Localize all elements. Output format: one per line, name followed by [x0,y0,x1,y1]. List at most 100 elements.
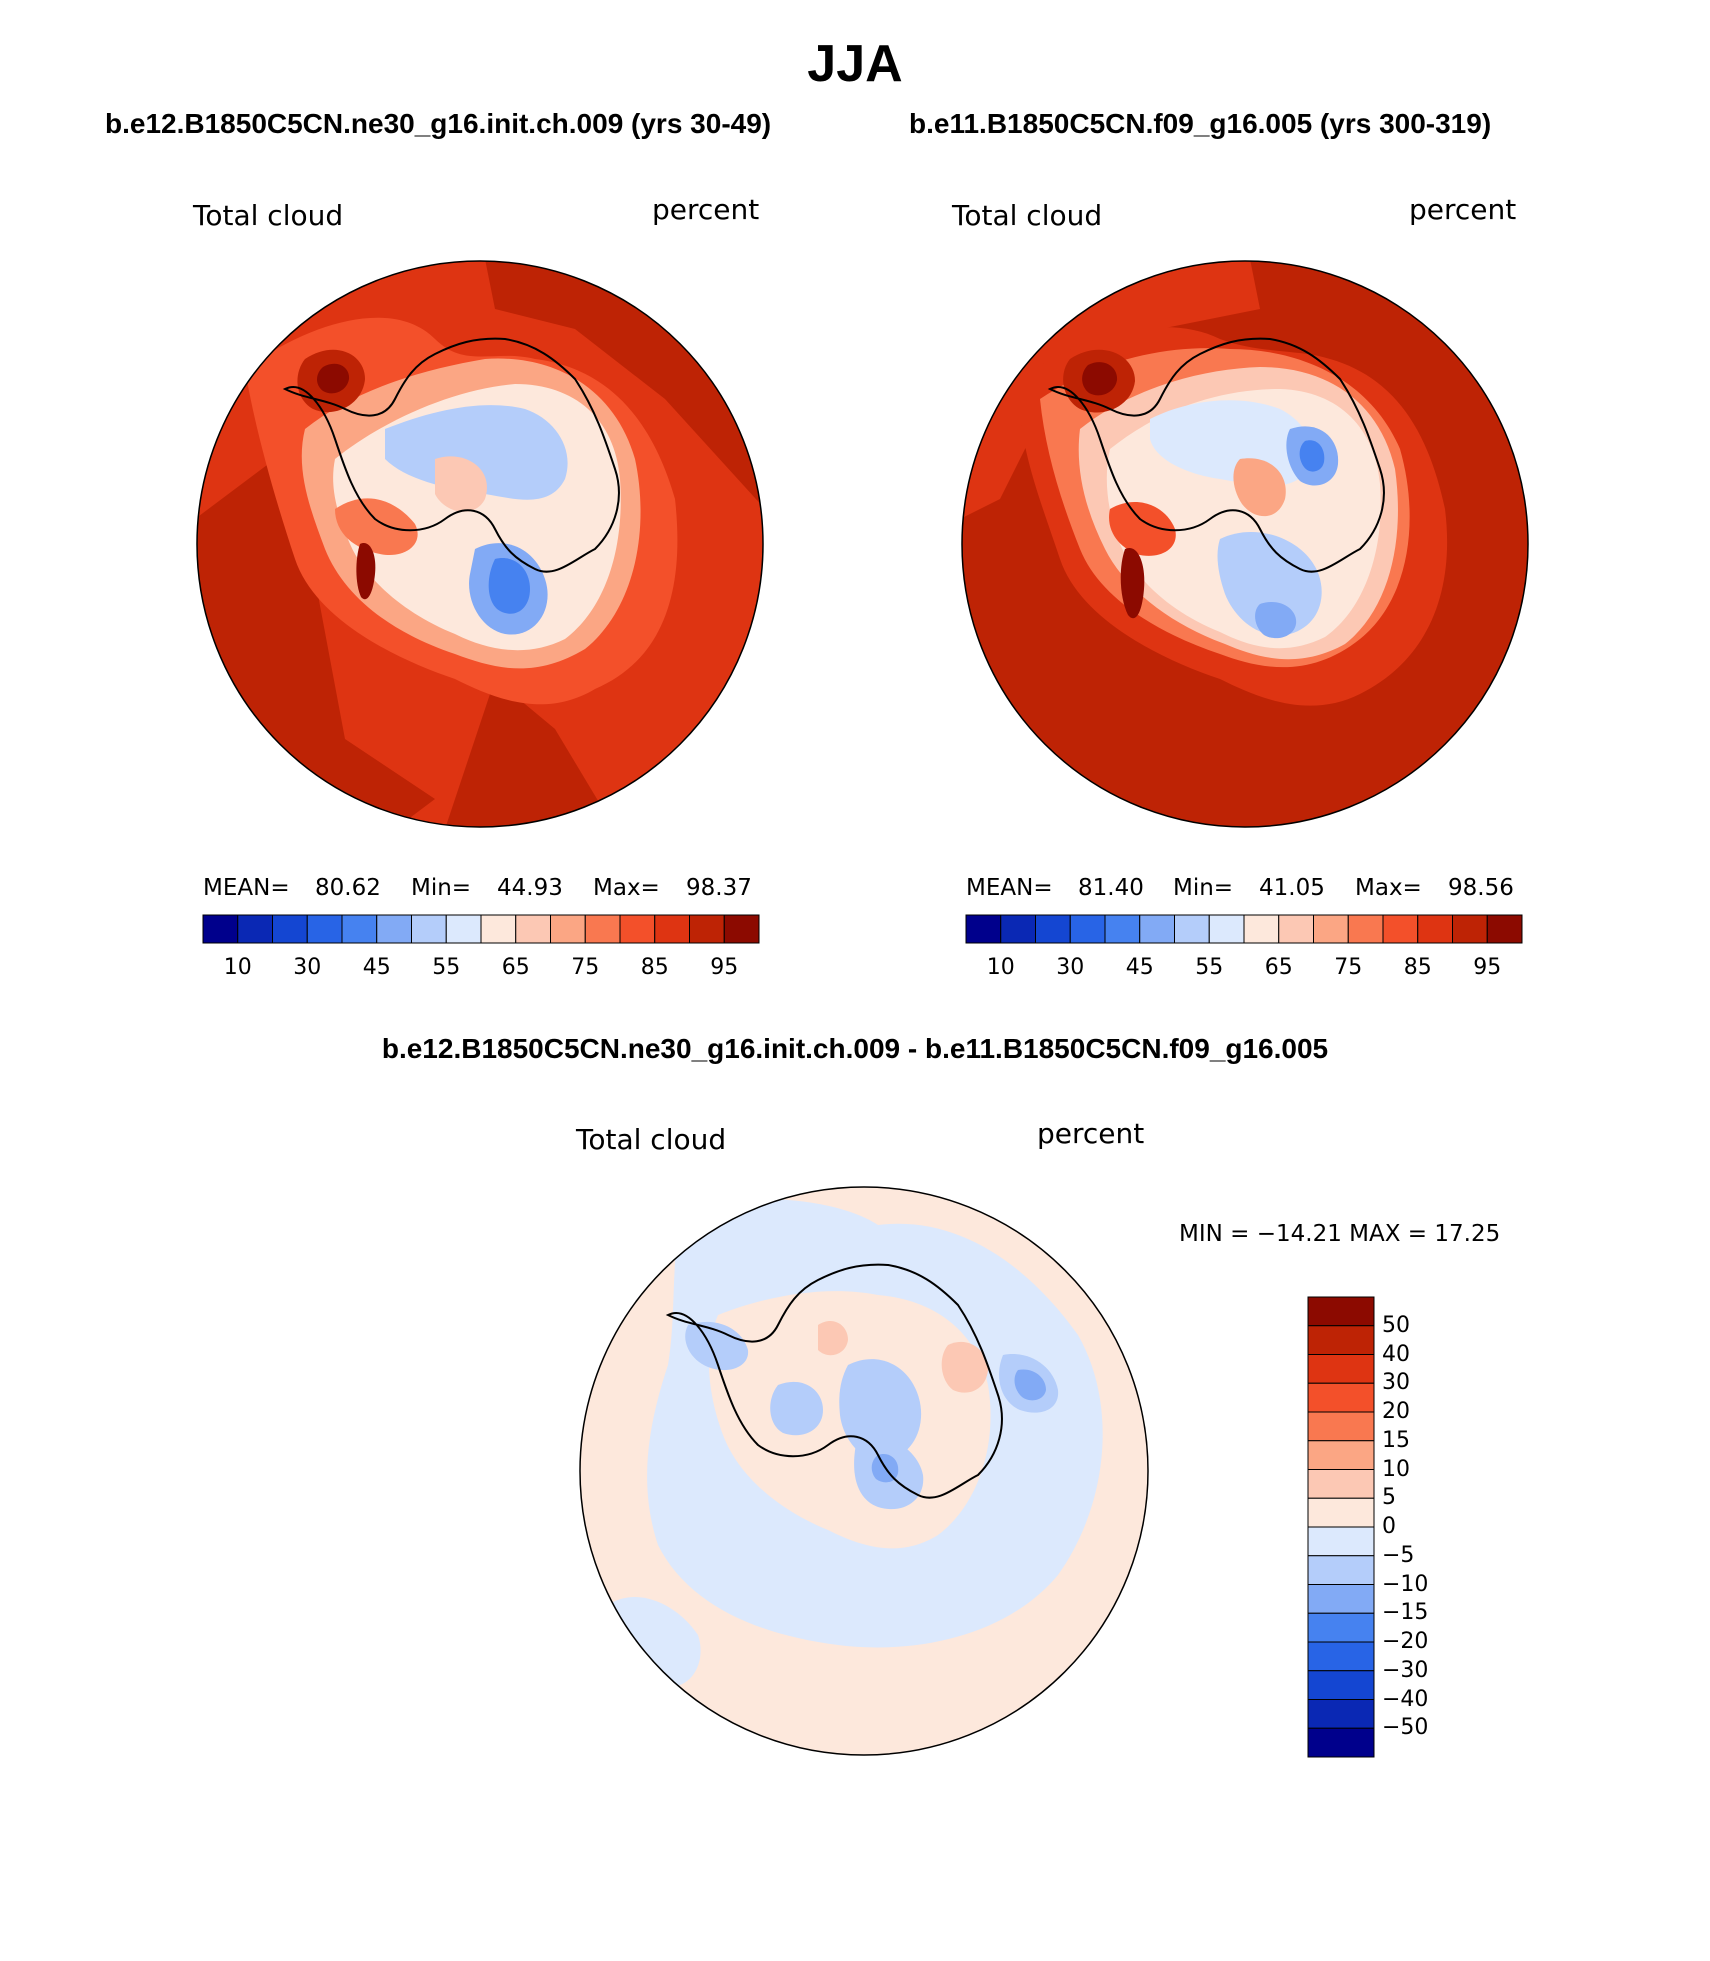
panel-2-case-title: b.e11.B1850C5CN.f09_g16.005 (yrs 300-319… [909,108,1492,139]
panel-2-colorbar-tick: 85 [1403,955,1432,980]
difference-colorbar-swatch [1307,1382,1375,1413]
panel-1-min-value: 44.93 [497,875,563,901]
panel-1-colorbar-swatch [376,914,412,944]
panel-1-colorbar-tick: 95 [710,955,739,980]
panel-2-colorbar-swatch [1174,914,1210,944]
panel-1-colorbar-swatch [689,914,725,944]
panel-1-colorbar [202,914,760,944]
panel-2-colorbar-swatch [1278,914,1314,944]
panel-1-mean-label: MEAN= [203,875,290,901]
difference-variable-label: Total cloud [576,1123,727,1156]
difference-colorbar-swatch [1307,1469,1375,1499]
difference-colorbar-tick: 0 [1382,1514,1396,1539]
panel-2-colorbar-tick: 95 [1473,955,1502,980]
panel-2-colorbar-swatch [1452,914,1488,944]
difference-colorbar-swatch [1307,1670,1375,1700]
difference-colorbar-swatch [1307,1727,1375,1758]
panel-2-colorbar-swatch [1313,914,1349,944]
panel-2-colorbar-tick: 55 [1195,955,1224,980]
panel-2-colorbar-swatch [1243,914,1280,944]
panel-1-colorbar-swatch [584,914,621,944]
panel-1-colorbar-swatch [341,914,378,944]
panel-2-colorbar-swatch [1104,914,1141,944]
panel-1-max-label: Max= [593,875,660,901]
difference-colorbar-tick: 30 [1382,1370,1410,1396]
panel-2-mean-value: 81.40 [1078,875,1144,901]
panel-2-colorbar-swatch [1000,914,1036,944]
panel-2-colorbar-swatch [1069,914,1106,944]
difference-title: b.e12.B1850C5CN.ne30_g16.init.ch.009 - b… [381,1033,1329,1064]
panel-1-colorbar-swatch [654,914,690,944]
difference-colorbar-tick: −15 [1382,1600,1429,1626]
panel-1-colorbar-tick: 85 [640,955,669,980]
difference-colorbar-swatch [1307,1296,1375,1327]
panel-2-colorbar-swatch [1382,914,1419,944]
panel-1-polar-map [196,260,764,828]
panel-1-colorbar-swatch [480,914,517,944]
panel-1-colorbar-tick: 55 [432,955,461,980]
panel-2-colorbar-tick: 30 [1056,955,1085,980]
panel-2-colorbar-tick: 75 [1334,955,1363,980]
panel-2-colorbar-swatch [965,914,1002,944]
difference-colorbar-swatch [1307,1440,1375,1470]
panel-1-mean-value: 80.62 [315,875,381,901]
difference-colorbar-swatch [1307,1497,1375,1528]
panel-1-colorbar-tick: 30 [293,955,322,980]
panel-1-variable-label: Total cloud [193,199,344,232]
difference-colorbar-tick: −20 [1382,1629,1429,1654]
difference-colorbar-swatch [1307,1584,1375,1614]
panel-2-min-value: 41.05 [1259,875,1325,901]
difference-colorbar-swatch [1307,1526,1375,1557]
panel-1-colorbar-swatch [550,914,586,944]
difference-colorbar-tick: 15 [1382,1427,1410,1453]
panel-2-colorbar-swatch [1486,914,1523,944]
difference-colorbar-swatch [1307,1641,1375,1672]
panel-2-colorbar-swatch [1035,914,1071,944]
panel-2-mean-label: MEAN= [966,875,1053,901]
panel-1-colorbar-tick: 10 [223,955,252,980]
difference-colorbar-swatch [1307,1699,1375,1729]
panel-2-colorbar-tick: 65 [1264,955,1293,980]
panel-1-colorbar-tick: 75 [571,955,600,980]
panel-2-colorbar-swatch [1417,914,1453,944]
panel-2-min-label: Min= [1173,875,1234,901]
difference-colorbar-tick: −30 [1382,1657,1429,1683]
panel-1-case-title: b.e12.B1850C5CN.ne30_g16.init.ch.009 (yr… [105,108,772,139]
difference-colorbar-tick: 40 [1382,1341,1410,1367]
difference-colorbar-swatch [1307,1555,1375,1585]
panel-1-max-value: 98.37 [686,875,752,901]
panel-1-colorbar-swatch [515,914,551,944]
panel-2-polar-map [961,260,1529,828]
panel-2-colorbar-tick: 45 [1125,955,1154,980]
panel-2-max-value: 98.56 [1448,875,1514,901]
difference-colorbar-tick: −50 [1382,1715,1429,1741]
difference-colorbar-tick: 20 [1382,1399,1410,1424]
panel-2-colorbar [965,914,1523,944]
difference-colorbar-tick: 50 [1382,1312,1410,1338]
panel-1-min-label: Min= [411,875,472,901]
difference-colorbar [1307,1296,1375,1758]
panel-2-colorbar-swatch [1139,914,1175,944]
difference-colorbar-swatch [1307,1612,1375,1643]
difference-colorbar-swatch [1307,1325,1375,1355]
panel-1-colorbar-swatch [445,914,482,944]
difference-min-max: MIN = −14.21 MAX = 17.25 [1179,1221,1501,1247]
difference-polar-map [579,1186,1149,1756]
panel-2-variable-label: Total cloud [952,199,1103,232]
panel-2-max-label: Max= [1355,875,1422,901]
panel-1-colorbar-tick: 65 [501,955,530,980]
panel-1-colorbar-tick: 45 [362,955,391,980]
panel-1-colorbar-swatch [619,914,656,944]
figure-title: JJA [807,35,903,93]
panel-1-colorbar-swatch [723,914,760,944]
panel-1-colorbar-swatch [272,914,308,944]
panel-2-colorbar-swatch [1208,914,1245,944]
panel-2-colorbar-swatch [1347,914,1384,944]
difference-colorbar-tick: −5 [1382,1542,1415,1568]
panel-1-colorbar-swatch [411,914,447,944]
difference-colorbar-tick: −40 [1382,1686,1429,1712]
panel-2-colorbar-tick: 10 [986,955,1015,980]
difference-colorbar-tick: 10 [1382,1456,1410,1482]
panel-1-units-label: percent [652,193,760,226]
difference-colorbar-tick: 5 [1382,1485,1396,1511]
